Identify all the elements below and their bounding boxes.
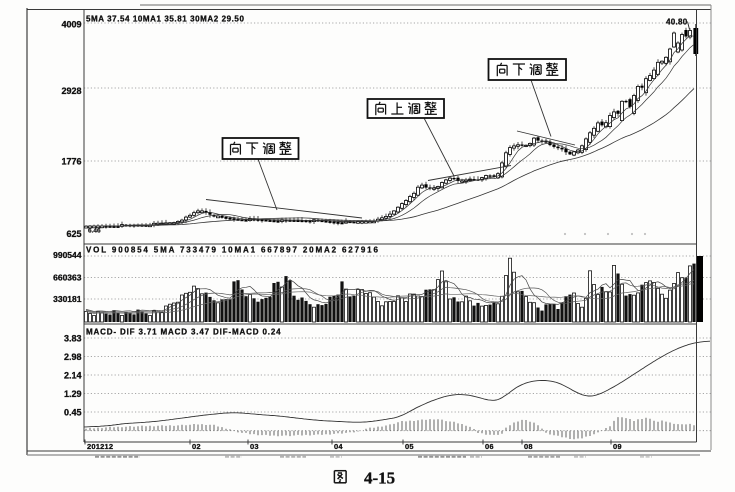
svg-text:4009: 4009 xyxy=(61,20,81,30)
svg-text:02: 02 xyxy=(192,442,201,451)
svg-text:04: 04 xyxy=(334,442,343,451)
svg-text:1776: 1776 xyxy=(61,157,81,167)
svg-text:0.45: 0.45 xyxy=(64,408,82,418)
svg-text:5MA 37.54 10MA1 35.81 30MA2: 5MA 37.54 10MA1 35.81 30MA2 29.50 xyxy=(86,15,244,24)
svg-text:08: 08 xyxy=(524,442,533,451)
svg-text:3.83: 3.83 xyxy=(64,334,82,344)
svg-text:990544: 990544 xyxy=(53,250,82,260)
svg-text:330181: 330181 xyxy=(53,294,82,304)
svg-text:MACD- DIF 3.71 MACD 3.47 DIF: MACD- DIF 3.71 MACD 3.47 DIF-MACD 0.24 xyxy=(86,328,281,337)
svg-text:40.80: 40.80 xyxy=(666,18,688,27)
svg-text:201212: 201212 xyxy=(87,442,113,451)
svg-text:05: 05 xyxy=(405,442,414,451)
svg-text:06: 06 xyxy=(485,442,494,451)
svg-text:625: 625 xyxy=(66,229,81,239)
svg-text:6.46: 6.46 xyxy=(88,228,101,235)
svg-text:VOL 900854 5MA 733479 10MA1: VOL 900854 5MA 733479 10MA1 667897 20MA2… xyxy=(86,246,380,255)
svg-text:03: 03 xyxy=(250,442,259,451)
svg-text:660363: 660363 xyxy=(53,273,82,283)
svg-text:2.14: 2.14 xyxy=(64,371,82,381)
svg-text:4-15: 4-15 xyxy=(364,469,395,488)
svg-text:2.98: 2.98 xyxy=(64,352,82,362)
svg-text:1.29: 1.29 xyxy=(64,389,82,399)
svg-text:2928: 2928 xyxy=(61,86,81,96)
svg-text:09: 09 xyxy=(613,442,622,451)
